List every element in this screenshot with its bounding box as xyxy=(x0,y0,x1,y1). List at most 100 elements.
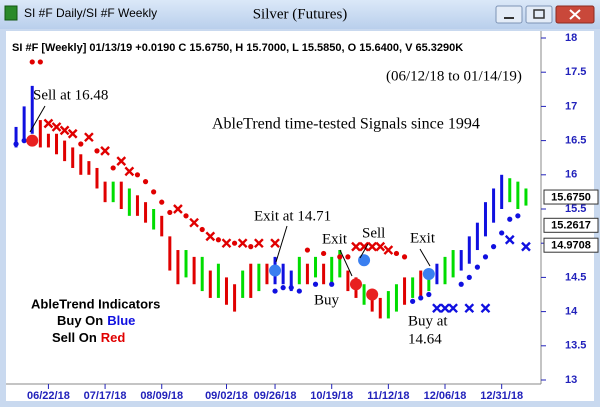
price-bar xyxy=(483,202,487,237)
price-bar xyxy=(127,188,131,216)
legend-sell: Sell On Red xyxy=(52,330,125,345)
annotation-arrow xyxy=(359,243,369,259)
price-bar xyxy=(322,263,326,285)
minimize-button[interactable] xyxy=(495,5,523,24)
price-bar xyxy=(427,270,431,292)
price-marker-label: 14.9708 xyxy=(551,240,591,252)
price-bar xyxy=(281,263,285,285)
stop-dot xyxy=(401,254,408,260)
price-bar xyxy=(176,250,180,285)
price-bar xyxy=(459,250,463,271)
stop-dot xyxy=(474,264,480,270)
info-line: SI #F [Weekly] 01/13/19 +0.0190 C 15.675… xyxy=(12,42,463,54)
stop-dot xyxy=(312,281,319,287)
stop-x xyxy=(173,204,183,214)
stop-dot xyxy=(21,138,27,144)
price-bar xyxy=(168,236,172,271)
window-title: SI #F Daily/SI #F Weekly xyxy=(24,6,157,20)
price-bar xyxy=(103,181,107,203)
stop-dot xyxy=(418,295,424,301)
stop-x xyxy=(124,166,135,177)
price-bar xyxy=(378,297,382,319)
price-marker-box xyxy=(543,189,599,205)
price-bar xyxy=(492,188,496,223)
stop-dot xyxy=(329,281,335,287)
annotation: 14.64 xyxy=(408,331,442,347)
price-bar xyxy=(257,263,261,292)
stop-x xyxy=(375,241,386,252)
annotation: Exit xyxy=(410,230,436,246)
price-bar xyxy=(87,161,91,175)
stop-dot xyxy=(142,179,149,185)
y-tick-label: 13.5 xyxy=(565,340,586,352)
signal-dot xyxy=(358,254,371,267)
price-bar xyxy=(22,106,26,141)
annotation: Sell at 16.48 xyxy=(33,87,108,103)
price-bar xyxy=(135,195,139,216)
y-tick-label: 17.5 xyxy=(565,66,586,78)
price-bar xyxy=(233,284,237,312)
stop-dot xyxy=(426,291,432,298)
price-bar xyxy=(338,250,342,278)
stop-x xyxy=(367,241,378,252)
signal-dot xyxy=(269,264,282,277)
stop-dot xyxy=(134,172,141,178)
stop-x xyxy=(100,146,110,156)
x-tick-label: 10/19/18 xyxy=(310,390,353,402)
price-bar xyxy=(144,202,148,223)
stop-dot xyxy=(304,247,311,253)
annotation: Sell xyxy=(362,225,385,241)
maximize-button[interactable] xyxy=(525,5,553,24)
subtitle: AbleTrend time-tested Signals since 1994 xyxy=(212,116,480,133)
price-marker-box xyxy=(543,217,599,233)
price-bar xyxy=(516,181,520,209)
price-bar xyxy=(71,147,75,168)
stop-x xyxy=(359,241,369,252)
stop-x xyxy=(448,303,458,314)
plot-area xyxy=(6,31,594,401)
legend-buy-prefix: Buy On xyxy=(57,313,103,328)
legend-title: AbleTrend Indicators xyxy=(31,296,160,311)
price-bar xyxy=(297,256,301,285)
signal-dot xyxy=(349,278,362,291)
stop-dot xyxy=(515,213,521,219)
signal-dot xyxy=(422,267,435,280)
price-bar xyxy=(265,263,269,285)
y-tick-label: 14 xyxy=(565,306,578,318)
stop-dot xyxy=(393,250,400,257)
price-bar xyxy=(184,250,188,278)
stop-x xyxy=(480,303,491,314)
stop-dot xyxy=(94,148,100,154)
annotation: Exit xyxy=(322,231,348,247)
price-marker-label: 15.2617 xyxy=(551,220,591,232)
y-tick-label: 14.5 xyxy=(565,271,586,283)
stop-dot xyxy=(499,230,505,236)
annotation-arrow xyxy=(339,249,353,277)
price-bar xyxy=(451,250,455,278)
annotation-arrow xyxy=(419,248,431,267)
stop-x xyxy=(432,303,442,314)
price-bar xyxy=(419,270,423,298)
date-range: (06/12/18 to 01/14/19) xyxy=(386,68,522,84)
stop-x xyxy=(504,234,515,245)
x-tick-label: 11/12/18 xyxy=(367,390,409,402)
stop-dot xyxy=(288,285,294,291)
x-tick-label: 09/26/18 xyxy=(254,390,297,402)
price-bar xyxy=(224,277,228,305)
plot: 1313.51414.51515.51616.51717.51806/22/18… xyxy=(13,32,599,402)
price-bar xyxy=(346,270,350,292)
price-bar xyxy=(95,167,99,189)
stop-x xyxy=(383,245,394,255)
stop-dot xyxy=(272,288,278,294)
stop-x xyxy=(189,217,199,228)
price-bar xyxy=(314,256,318,278)
stop-x xyxy=(43,118,54,129)
x-tick-label: 08/09/18 xyxy=(140,390,183,402)
price-bar xyxy=(394,284,398,312)
window-buttons[interactable] xyxy=(495,5,595,24)
price-bar xyxy=(435,263,439,285)
stop-dot xyxy=(37,59,43,65)
stop-x xyxy=(237,238,248,249)
price-bar xyxy=(160,215,164,237)
